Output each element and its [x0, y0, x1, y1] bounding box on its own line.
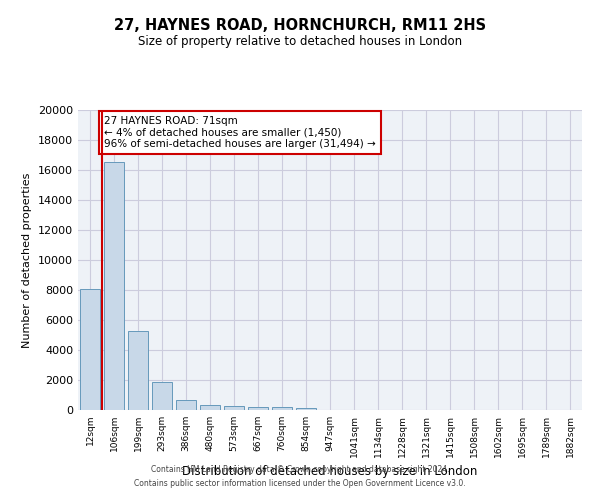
Bar — [152, 382, 172, 410]
Text: 27, HAYNES ROAD, HORNCHURCH, RM11 2HS: 27, HAYNES ROAD, HORNCHURCH, RM11 2HS — [114, 18, 486, 32]
X-axis label: Distribution of detached houses by size in London: Distribution of detached houses by size … — [182, 466, 478, 478]
Bar — [248, 406, 268, 410]
Bar — [80, 288, 100, 410]
Text: Size of property relative to detached houses in London: Size of property relative to detached ho… — [138, 35, 462, 48]
Bar — [128, 330, 148, 410]
Bar — [200, 405, 220, 410]
Bar — [104, 162, 124, 410]
Bar — [176, 400, 196, 410]
Bar — [224, 406, 244, 410]
Bar — [272, 407, 292, 410]
Text: 27 HAYNES ROAD: 71sqm
← 4% of detached houses are smaller (1,450)
96% of semi-de: 27 HAYNES ROAD: 71sqm ← 4% of detached h… — [104, 116, 376, 149]
Y-axis label: Number of detached properties: Number of detached properties — [22, 172, 32, 348]
Text: Contains HM Land Registry data © Crown copyright and database right 2024.
Contai: Contains HM Land Registry data © Crown c… — [134, 466, 466, 487]
Bar — [296, 408, 316, 410]
